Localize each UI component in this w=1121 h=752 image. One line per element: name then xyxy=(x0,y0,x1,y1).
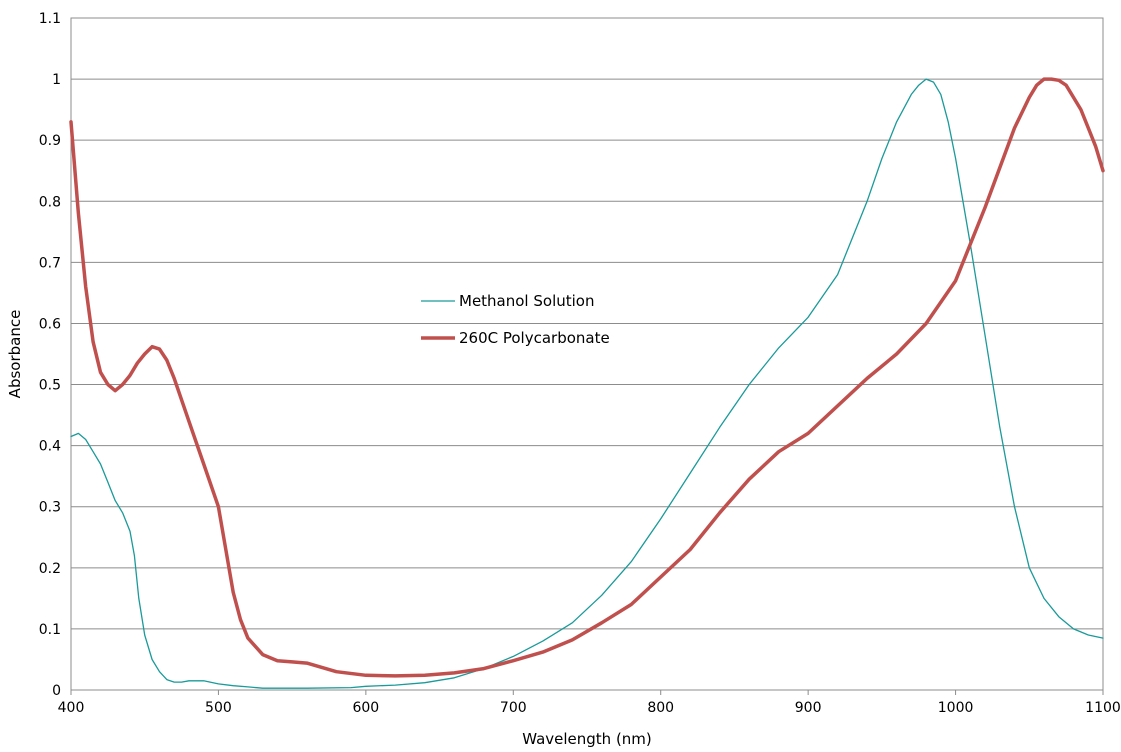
legend-label-methanol-solution: Methanol Solution xyxy=(459,292,594,310)
x-tick-label: 500 xyxy=(205,700,232,716)
y-tick-label: 0.4 xyxy=(39,439,61,455)
y-axis-title: Absorbance xyxy=(6,310,24,399)
x-tick-label: 700 xyxy=(500,700,527,716)
y-tick-label: 0.6 xyxy=(39,316,61,332)
y-tick-label: 0.8 xyxy=(39,194,61,210)
y-tick-label: 1.1 xyxy=(39,11,61,27)
grid-lines xyxy=(71,78,1103,630)
legend-label-260c-polycarbonate: 260C Polycarbonate xyxy=(459,329,610,347)
x-tick-label: 900 xyxy=(795,700,822,716)
x-axis-title: Wavelength (nm) xyxy=(522,730,652,748)
series-line-260c-polycarbonate xyxy=(69,77,1105,678)
series-line-methanol-solution xyxy=(70,78,1104,689)
x-tick-label: 1000 xyxy=(938,700,974,716)
y-tick-label: 0.5 xyxy=(39,378,61,394)
y-tick-label: 0.7 xyxy=(39,255,61,271)
x-tick-label: 400 xyxy=(58,700,85,716)
y-tick-label: 0 xyxy=(52,683,61,699)
legend: Methanol Solution 260C Polycarbonate xyxy=(421,292,610,347)
x-tick-label: 800 xyxy=(647,700,674,716)
series-group xyxy=(69,77,1105,689)
x-tick-label: 1100 xyxy=(1085,700,1121,716)
x-axis-tick-labels: 400 500 600 700 800 900 1000 1100 xyxy=(58,690,1121,716)
y-tick-label: 0.9 xyxy=(39,133,61,149)
y-tick-label: 1 xyxy=(52,72,61,88)
y-tick-label: 0.2 xyxy=(39,561,61,577)
x-tick-label: 600 xyxy=(352,700,379,716)
y-tick-label: 0.1 xyxy=(39,622,61,638)
y-axis-tick-labels: 0 0.1 0.2 0.3 0.4 0.5 0.6 0.7 0.8 0.9 1 1.1 xyxy=(39,11,61,699)
plot-area-frame xyxy=(70,17,1104,691)
y-tick-label: 0.3 xyxy=(39,500,61,516)
